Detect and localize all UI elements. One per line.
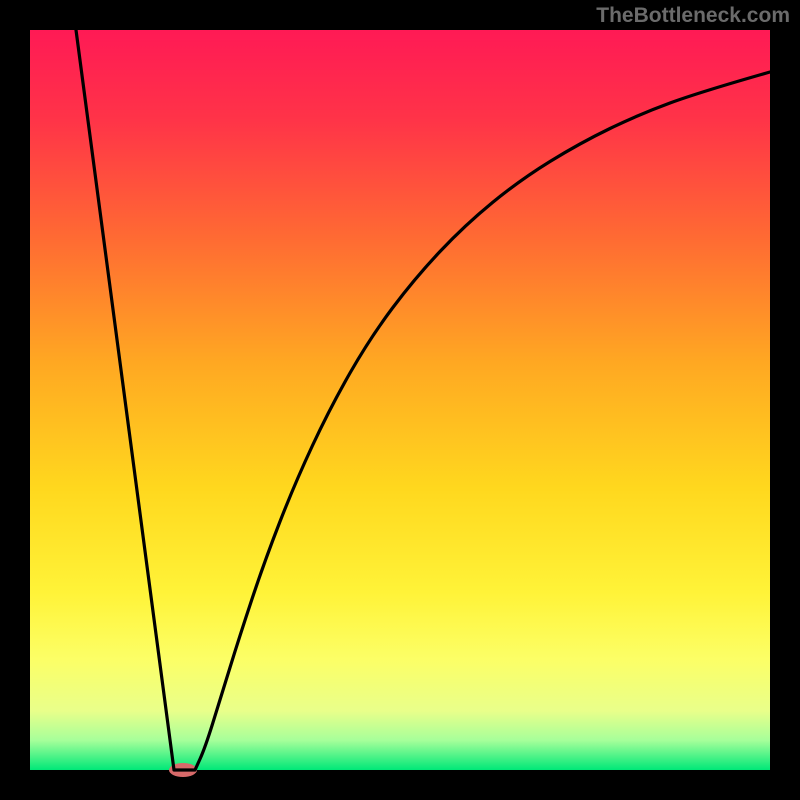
watermark-text: TheBottleneck.com: [596, 4, 790, 28]
chart-container: { "chart": { "type": "line-over-gradient…: [0, 0, 800, 800]
bottleneck-chart: [0, 0, 800, 800]
